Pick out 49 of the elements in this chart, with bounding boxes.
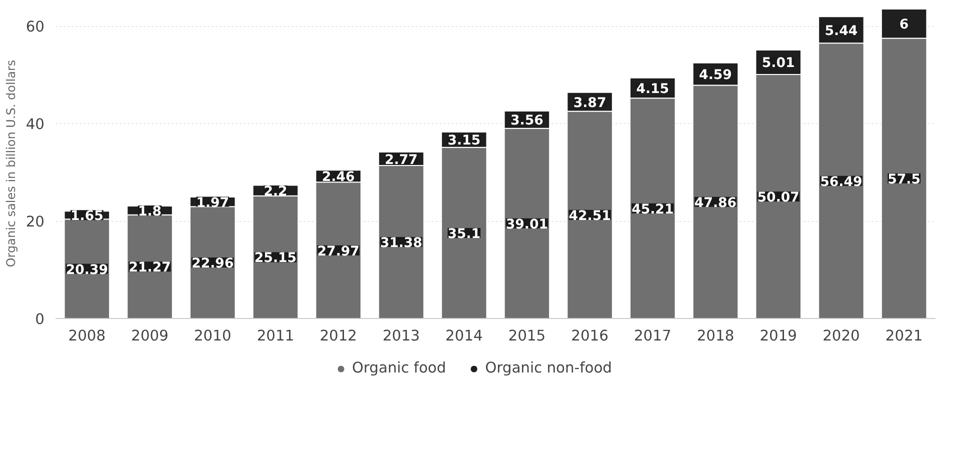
x-tick-label: 2018 xyxy=(696,328,734,344)
data-label: 5.44 xyxy=(824,24,858,39)
data-label: 50.07 xyxy=(757,190,800,206)
data-label: 5.01 xyxy=(762,56,795,72)
x-tick-label: 2015 xyxy=(508,328,546,344)
x-tick-label: 2020 xyxy=(822,328,860,344)
data-label: 3.87 xyxy=(573,96,606,111)
data-label: 1.65 xyxy=(70,209,104,224)
data-label: 31.38 xyxy=(380,236,422,252)
data-label: 2.2 xyxy=(264,184,288,200)
data-label: 45.21 xyxy=(632,202,674,218)
x-tick-label: 2013 xyxy=(382,328,420,344)
y-tick-label: 60 xyxy=(26,18,45,36)
data-label: 35.1 xyxy=(448,226,481,242)
x-tick-label: 2008 xyxy=(68,328,106,344)
data-label: 56.49 xyxy=(820,174,862,190)
data-label: 2.77 xyxy=(384,152,418,168)
x-tick-label: 2009 xyxy=(131,328,168,344)
x-tick-label: 2017 xyxy=(634,328,672,344)
data-label: 3.56 xyxy=(510,114,544,129)
data-label: 2.46 xyxy=(322,170,355,186)
data-label: 1.97 xyxy=(196,196,230,211)
x-tick-label: 2011 xyxy=(256,328,294,344)
x-tick-label: 2010 xyxy=(194,328,232,344)
x-tick-label: 2016 xyxy=(571,328,608,344)
data-label: 47.86 xyxy=(694,196,737,211)
y-tick-label: 0 xyxy=(35,311,45,328)
y-tick-label: 40 xyxy=(26,116,45,134)
data-label: 57.5 xyxy=(888,172,921,188)
data-label: 4.15 xyxy=(636,82,670,98)
data-label: 22.96 xyxy=(192,256,234,272)
x-tick-label: 2014 xyxy=(445,328,483,344)
x-tick-label: 2012 xyxy=(320,328,358,344)
legend-label: Organic food xyxy=(352,360,446,376)
legend-label: Organic non-food xyxy=(485,360,612,376)
data-label: 42.51 xyxy=(568,208,611,224)
data-label: 3.15 xyxy=(448,134,481,149)
data-label: 6 xyxy=(899,18,909,33)
data-label: 21.27 xyxy=(128,260,171,276)
data-label: 27.97 xyxy=(317,244,360,260)
y-axis-title: Organic sales in billion U.S. dollars xyxy=(4,60,18,268)
x-tick-label: 2019 xyxy=(760,328,798,344)
data-label: 20.39 xyxy=(66,262,108,278)
data-label: 39.01 xyxy=(506,217,548,232)
data-label: 4.59 xyxy=(699,68,732,84)
x-tick-label: 2021 xyxy=(885,328,923,344)
data-label: 1.8 xyxy=(138,204,162,220)
data-label: 25.15 xyxy=(254,251,297,266)
y-tick-label: 20 xyxy=(26,214,45,231)
